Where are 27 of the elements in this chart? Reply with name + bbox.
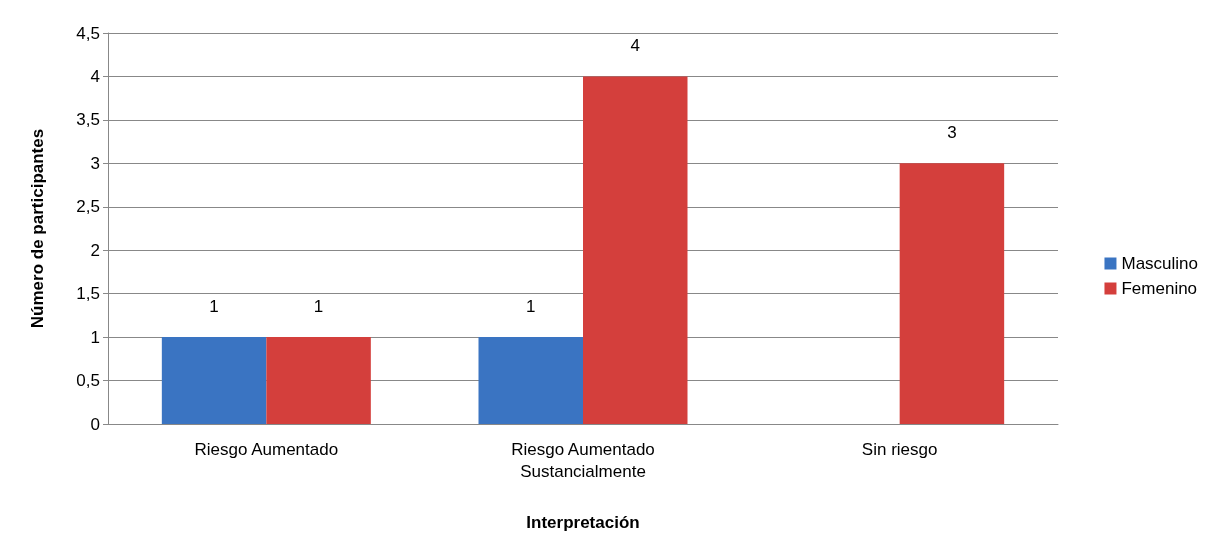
data-label: 1 [313,297,324,317]
data-label: 4 [630,36,640,56]
y-tick-label: 1,5 [76,284,100,304]
x-axis-title: Interpretación [526,513,640,532]
y-tick-label: 4 [90,66,100,86]
y-tick-label: 4,5 [76,23,100,43]
bar [161,337,267,424]
bar [478,337,583,424]
bar [266,337,371,424]
x-tick-label: Sin riesgo [861,439,938,459]
bar [583,76,688,424]
data-label: 1 [526,297,536,317]
y-tick-label: 3 [90,153,100,173]
legend-label: Femenino [1121,279,1198,298]
y-tick-label: 2 [90,240,100,260]
y-tick-label: 1 [90,327,100,347]
y-tick-label: 3,5 [76,110,100,130]
data-label: 1 [209,297,219,317]
bar [899,163,1005,424]
x-tick-label: Riesgo Aumentado [194,439,339,459]
y-tick-label: 0,5 [76,371,100,391]
x-tick-label: Riesgo Aumentado Sustancialmente [511,439,655,481]
y-tick-label: 0 [90,414,100,434]
y-axis-title: Número de participantes [28,128,47,329]
data-label: 3 [947,123,957,143]
y-tick-label: 2,5 [76,197,100,217]
legend-label: Masculino [1121,254,1199,273]
